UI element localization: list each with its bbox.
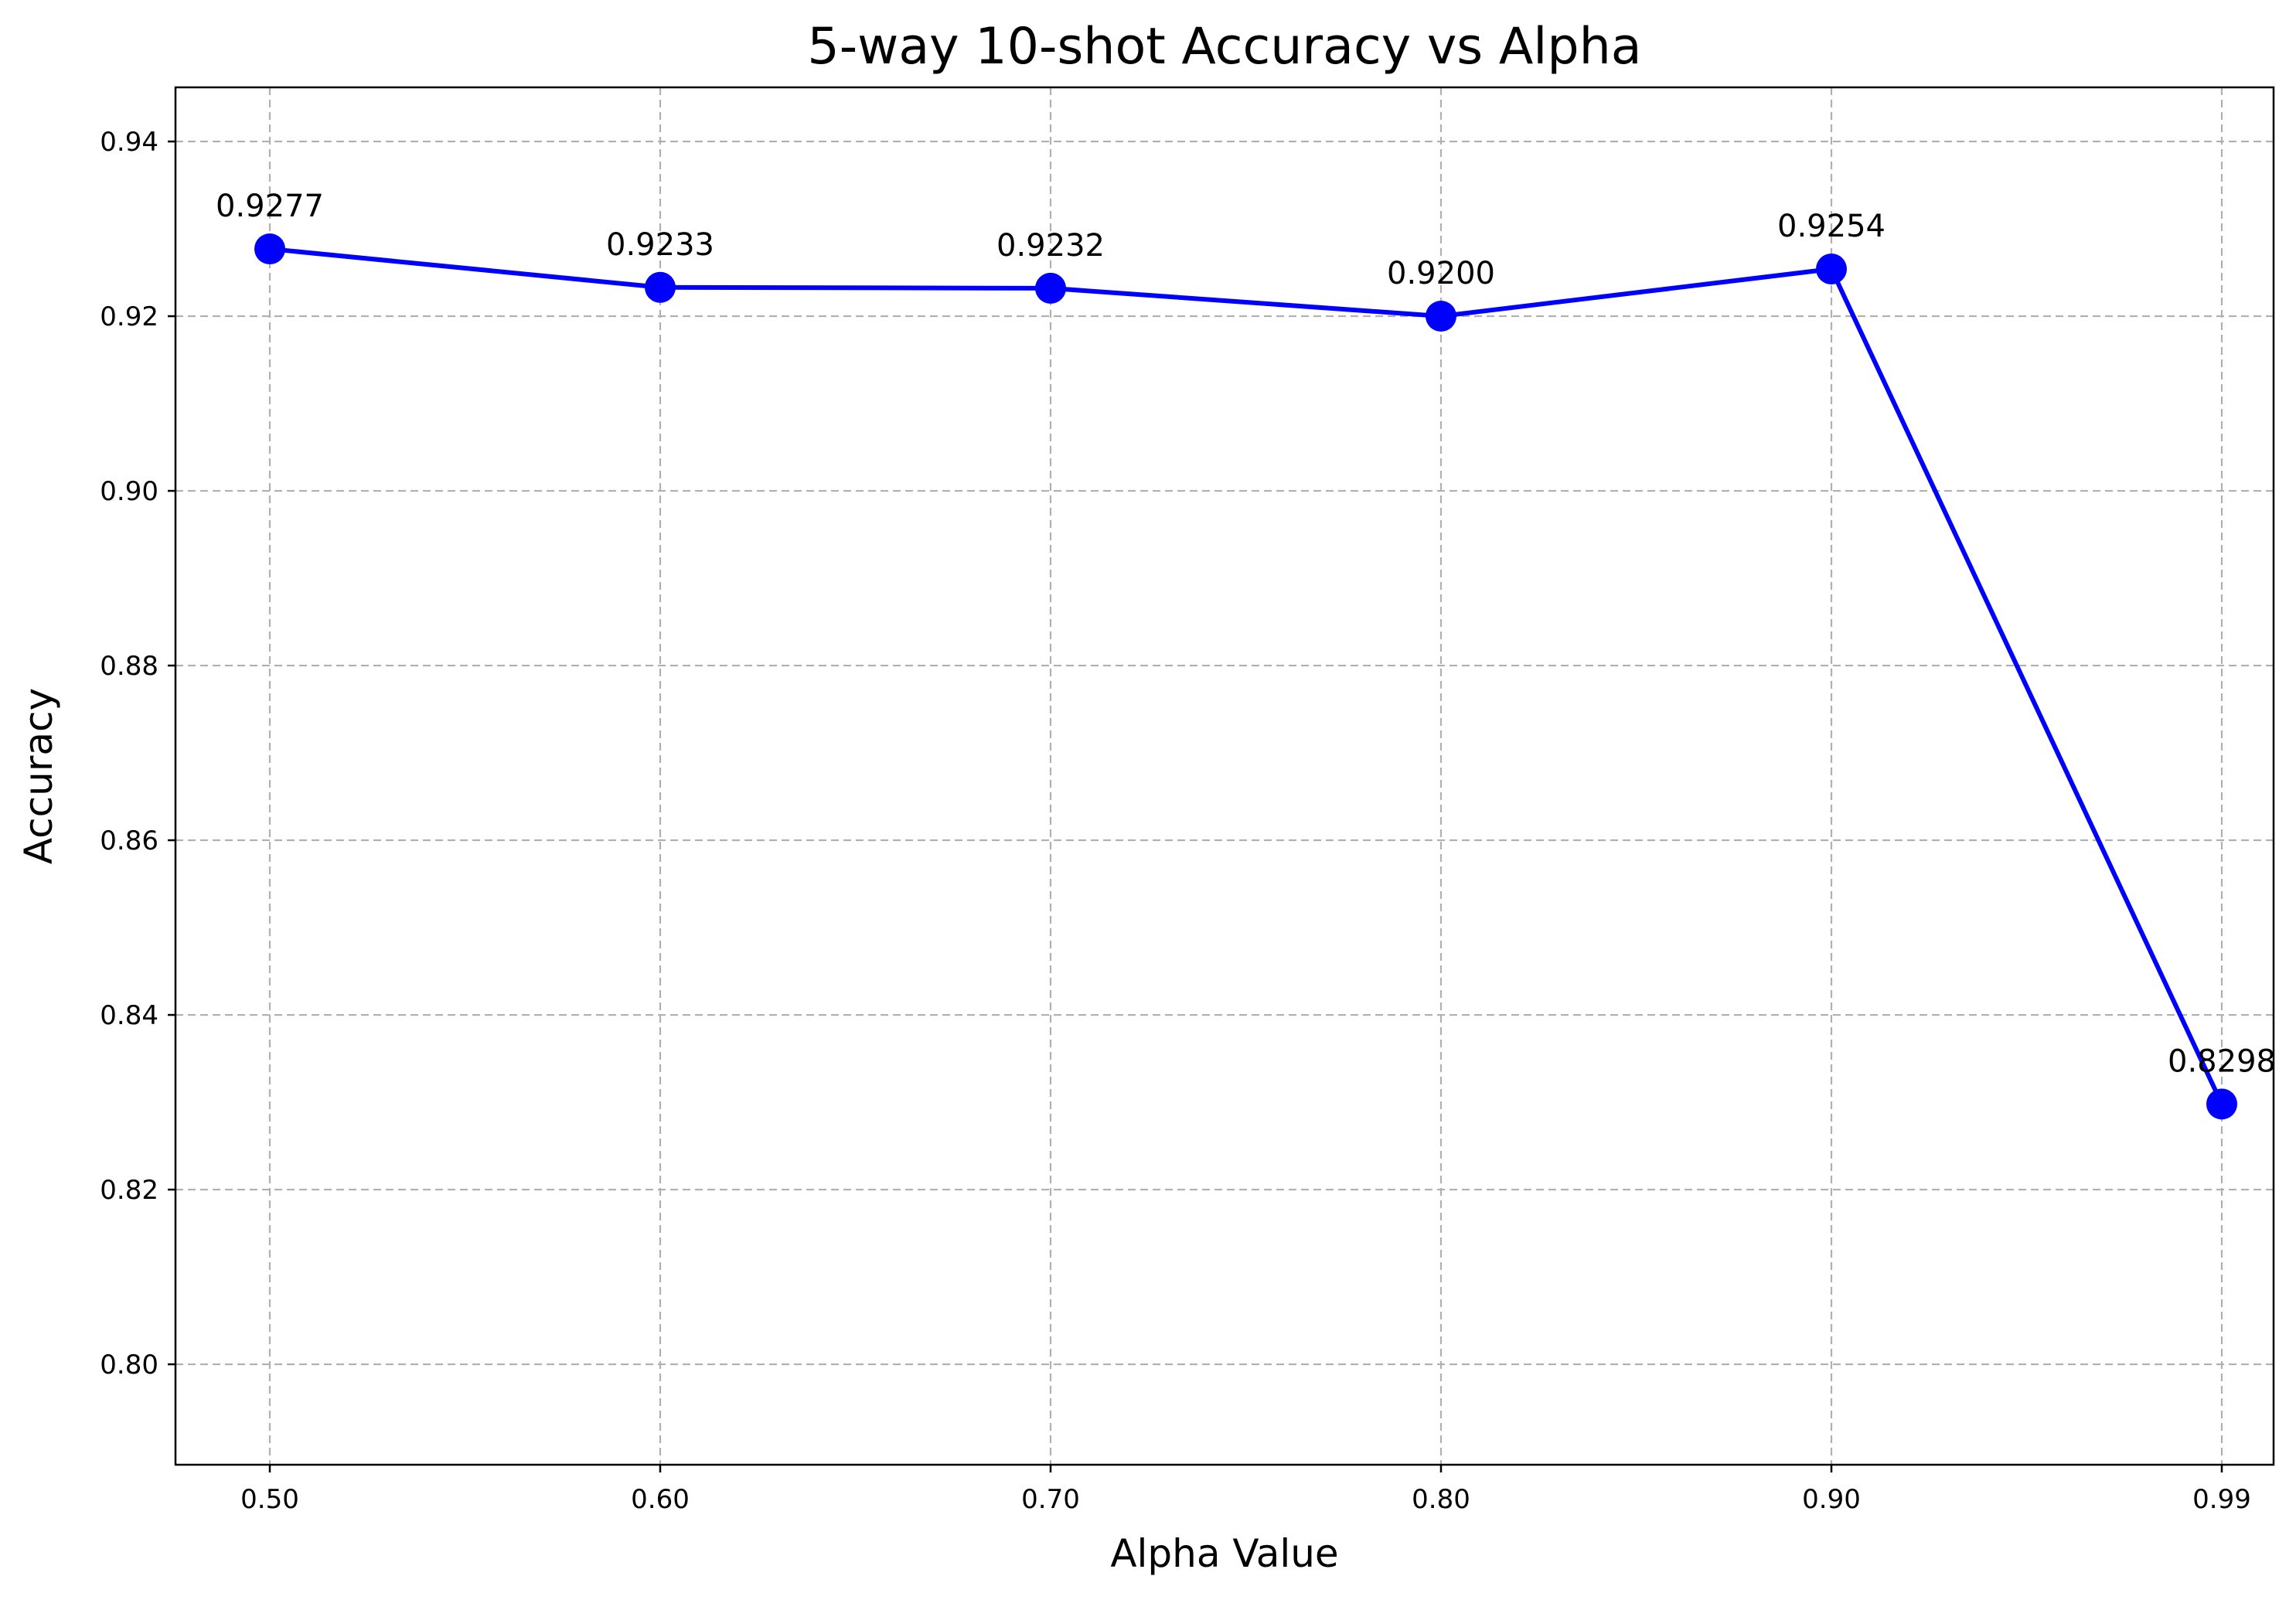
data-point xyxy=(1426,301,1456,332)
x-tick-label: 0.99 xyxy=(2192,1484,2251,1515)
y-tick-label: 0.80 xyxy=(100,1350,158,1380)
y-tick-label: 0.92 xyxy=(100,301,158,332)
grid-lines xyxy=(175,87,2274,1465)
x-tick-label: 0.80 xyxy=(1412,1484,1470,1515)
y-tick-label: 0.88 xyxy=(100,651,158,682)
chart-title: 5-way 10-shot Accuracy vs Alpha xyxy=(807,18,1641,76)
data-point xyxy=(1816,254,1847,285)
data-label: 0.9200 xyxy=(1387,256,1495,291)
data-point xyxy=(2206,1088,2237,1120)
data-point xyxy=(254,233,285,265)
y-tick-label: 0.90 xyxy=(100,476,158,507)
y-tick-label: 0.84 xyxy=(100,1000,158,1031)
data-label: 0.8298 xyxy=(2168,1043,2276,1079)
data-label: 0.9277 xyxy=(216,189,324,224)
data-label: 0.9254 xyxy=(1777,209,1886,244)
data-point xyxy=(1035,272,1066,304)
series-line xyxy=(269,247,2224,1105)
y-tick-label: 0.86 xyxy=(100,826,158,856)
x-tick-label: 0.70 xyxy=(1021,1484,1080,1515)
data-label: 0.9232 xyxy=(996,228,1105,264)
data-point xyxy=(645,271,676,303)
data-label: 0.9233 xyxy=(606,227,714,263)
plot-area-frame xyxy=(174,86,2275,1466)
series-accuracy: 0.9277 0.9233 0.9232 0.9200 0.9254 0.8298 xyxy=(216,189,2276,1120)
x-tick-label: 0.50 xyxy=(240,1484,299,1515)
y-tick-label: 0.94 xyxy=(100,127,158,158)
y-tick-label: 0.82 xyxy=(100,1175,158,1206)
x-axis-label: Alpha Value xyxy=(1110,1531,1338,1576)
axis-ticks: 0.80 0.82 0.84 0.86 0.88 0.90 0.92 0.94 0.50 0.60… xyxy=(100,127,2251,1515)
x-tick-label: 0.90 xyxy=(1802,1484,1861,1515)
x-tick-label: 0.60 xyxy=(631,1484,690,1515)
y-axis-label: Accuracy xyxy=(16,688,61,864)
